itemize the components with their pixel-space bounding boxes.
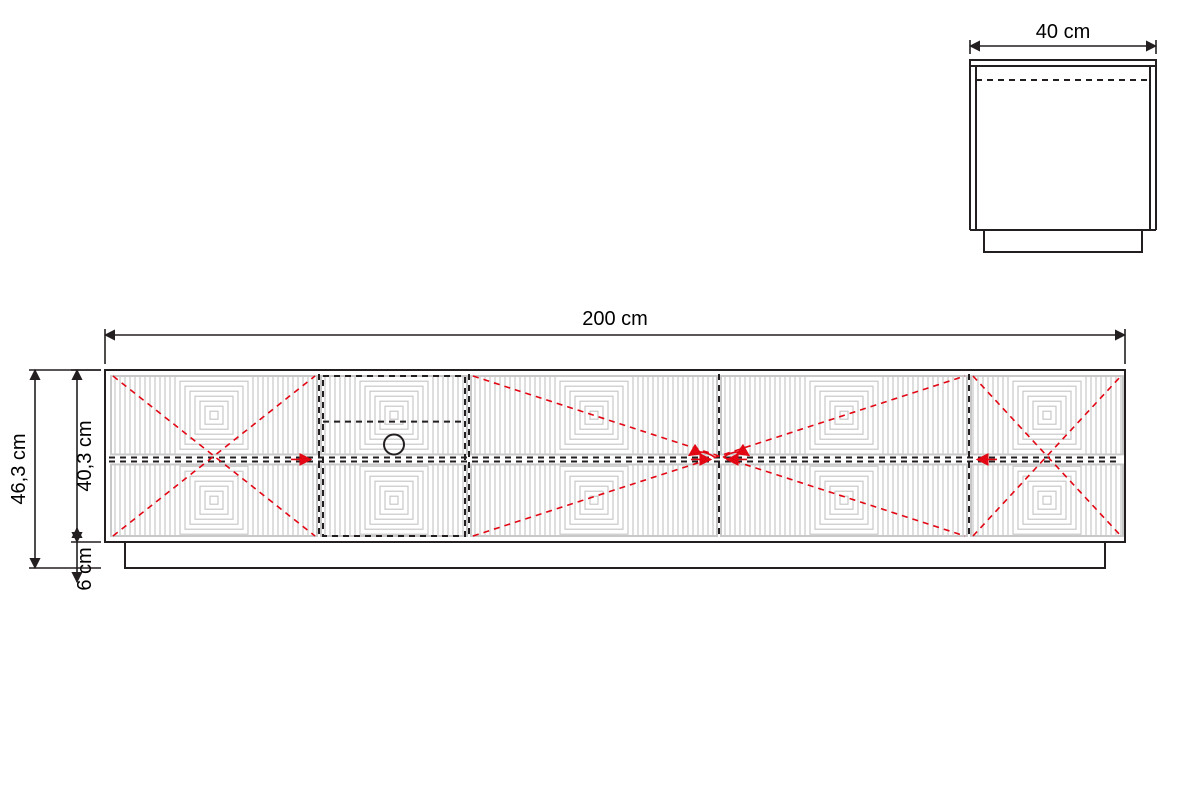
dim-front-width: 200 cm <box>582 308 648 330</box>
front-view: 200 cm 46,3 cm 40,3 cm 6 cm <box>8 308 1125 591</box>
dim-front-plinth: 6 cm <box>74 547 96 590</box>
side-view: 40 cm <box>970 21 1156 252</box>
dim-front-height-outer: 46,3 cm <box>8 433 30 504</box>
dim-side-width: 40 cm <box>1036 21 1090 43</box>
technical-drawing: 40 cm 200 cm 46,3 cm 40,3 cm 6 cm <box>0 0 1200 800</box>
dim-front-height-inner: 40,3 cm <box>74 420 96 491</box>
